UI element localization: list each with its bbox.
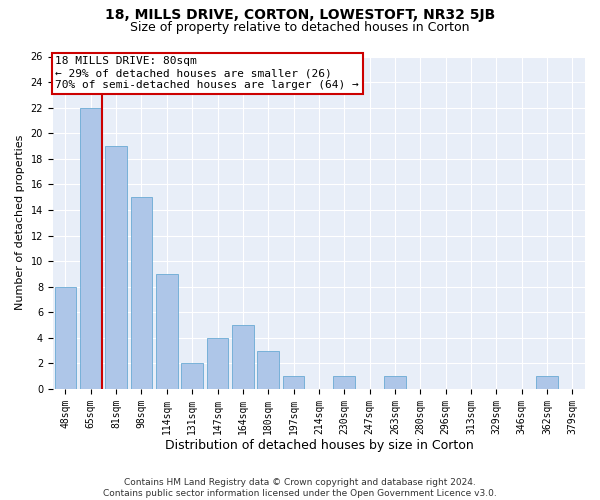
Bar [106, 146, 127, 389]
Bar [257, 350, 279, 389]
Bar [80, 108, 101, 389]
Bar [283, 376, 304, 389]
Bar [131, 197, 152, 389]
Bar [334, 376, 355, 389]
Bar [156, 274, 178, 389]
Bar [384, 376, 406, 389]
Text: 18 MILLS DRIVE: 80sqm
← 29% of detached houses are smaller (26)
70% of semi-deta: 18 MILLS DRIVE: 80sqm ← 29% of detached … [55, 56, 359, 90]
Bar [55, 286, 76, 389]
Bar [232, 325, 254, 389]
Y-axis label: Number of detached properties: Number of detached properties [15, 135, 25, 310]
Text: 18, MILLS DRIVE, CORTON, LOWESTOFT, NR32 5JB: 18, MILLS DRIVE, CORTON, LOWESTOFT, NR32… [105, 8, 495, 22]
Text: Contains HM Land Registry data © Crown copyright and database right 2024.
Contai: Contains HM Land Registry data © Crown c… [103, 478, 497, 498]
Bar [181, 364, 203, 389]
X-axis label: Distribution of detached houses by size in Corton: Distribution of detached houses by size … [164, 440, 473, 452]
Bar [536, 376, 558, 389]
Bar [207, 338, 228, 389]
Text: Size of property relative to detached houses in Corton: Size of property relative to detached ho… [130, 22, 470, 35]
